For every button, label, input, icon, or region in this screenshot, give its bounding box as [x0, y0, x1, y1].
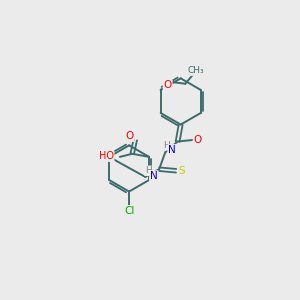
Text: H: H [164, 141, 170, 150]
Text: H: H [145, 166, 152, 175]
Text: HO: HO [99, 151, 114, 161]
Text: O: O [125, 131, 133, 141]
Text: N: N [168, 145, 176, 155]
Text: CH₃: CH₃ [187, 66, 204, 75]
Text: N: N [150, 171, 158, 181]
Text: S: S [178, 166, 185, 176]
Text: O: O [194, 135, 202, 145]
Text: O: O [164, 80, 172, 90]
Text: Cl: Cl [124, 206, 134, 216]
